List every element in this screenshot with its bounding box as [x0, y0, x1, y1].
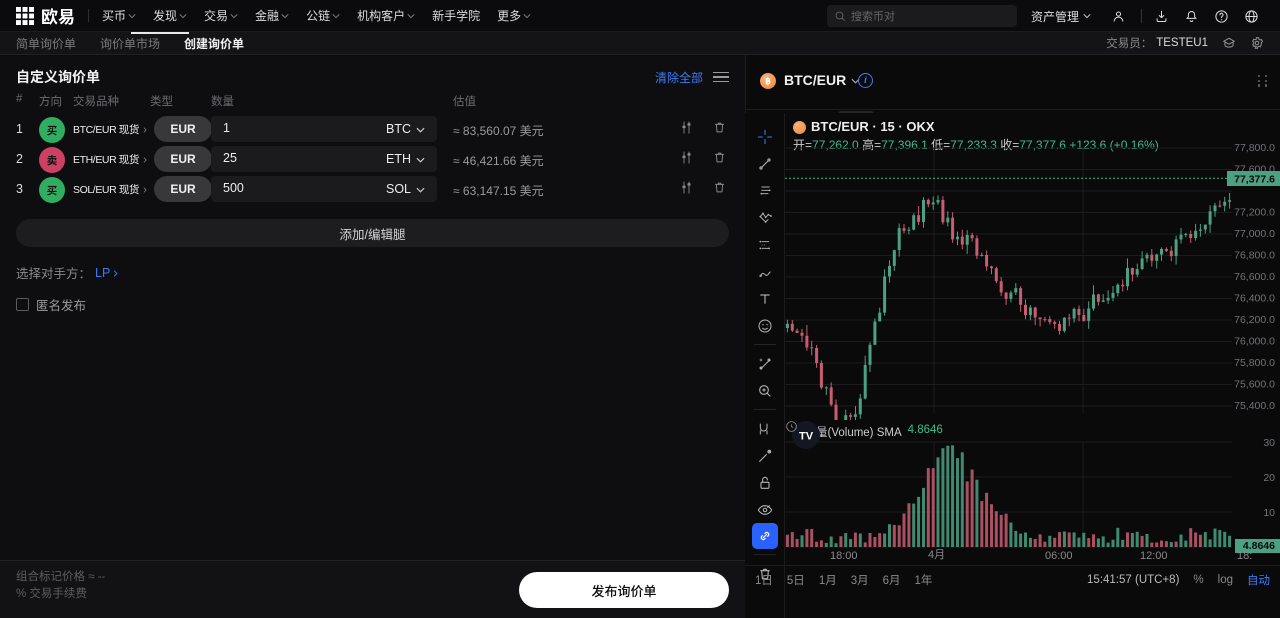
svg-text:75,400.0: 75,400.0	[1234, 400, 1275, 412]
svg-text:20: 20	[1263, 472, 1275, 484]
svg-text:75,800.0: 75,800.0	[1234, 357, 1275, 369]
svg-text:10: 10	[1263, 507, 1275, 519]
svg-text:30: 30	[1263, 437, 1275, 449]
svg-text:77,800.0: 77,800.0	[1234, 142, 1275, 154]
svg-text:77,377.6: 77,377.6	[1234, 174, 1275, 186]
svg-text:76,200.0: 76,200.0	[1234, 314, 1275, 326]
svg-text:76,000.0: 76,000.0	[1234, 336, 1275, 348]
svg-text:TV: TV	[799, 431, 814, 443]
svg-text:75,600.0: 75,600.0	[1234, 379, 1275, 391]
svg-text:76,800.0: 76,800.0	[1234, 250, 1275, 262]
svg-text:76,400.0: 76,400.0	[1234, 293, 1275, 305]
svg-text:77,200.0: 77,200.0	[1234, 207, 1275, 219]
svg-text:77,000.0: 77,000.0	[1234, 228, 1275, 240]
svg-text:76,600.0: 76,600.0	[1234, 271, 1275, 283]
